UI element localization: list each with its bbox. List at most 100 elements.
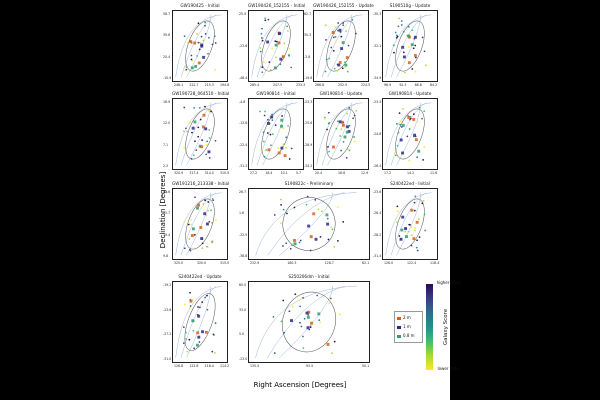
galaxy-point bbox=[330, 46, 333, 49]
galaxy-point bbox=[291, 244, 293, 247]
galaxy-point bbox=[413, 209, 416, 212]
observation-tile bbox=[309, 235, 313, 239]
galaxy-point bbox=[202, 203, 205, 205]
panel-plot bbox=[385, 192, 432, 256]
galaxy-point bbox=[309, 324, 312, 327]
observation-tile bbox=[206, 222, 209, 226]
galaxy-point bbox=[192, 329, 195, 332]
galaxy-point bbox=[291, 305, 294, 308]
observation-tile bbox=[280, 146, 284, 150]
y-tick-label: -24.8 bbox=[373, 132, 382, 136]
observation-tile bbox=[407, 115, 411, 119]
galaxy-point bbox=[275, 56, 277, 59]
observation-tile bbox=[345, 56, 349, 60]
y-tick-label: 62.7 bbox=[304, 12, 312, 16]
panel-title: GW190728_064510 - Initial bbox=[172, 91, 230, 96]
galaxy-point bbox=[416, 239, 418, 242]
observation-tile bbox=[410, 43, 414, 47]
probability-contour bbox=[251, 102, 298, 166]
x-tick-label: 62.1 bbox=[362, 261, 370, 265]
galaxy-point bbox=[199, 118, 202, 121]
y-tick-label: -30.3 bbox=[373, 12, 382, 16]
observation-tile bbox=[191, 319, 195, 323]
galaxy-point bbox=[327, 145, 329, 148]
y-tick-label: -25.6 bbox=[304, 121, 313, 126]
galaxy-point bbox=[264, 17, 267, 20]
y-tick-label: 12.0 bbox=[163, 121, 171, 126]
observation-tile bbox=[400, 228, 404, 232]
galaxy-point bbox=[330, 226, 332, 229]
galaxy-point bbox=[197, 41, 200, 44]
galaxy-point bbox=[197, 22, 200, 25]
y-tick-label: -31.0 bbox=[163, 357, 172, 361]
galaxy-point bbox=[339, 31, 342, 34]
galaxy-point bbox=[339, 135, 341, 137]
skymap-panel bbox=[172, 281, 228, 363]
galaxy-point bbox=[303, 317, 306, 320]
galaxy-point bbox=[332, 49, 335, 52]
legend-swatch bbox=[397, 334, 401, 338]
galaxy-point bbox=[208, 220, 211, 223]
galaxy-point bbox=[421, 36, 424, 39]
panel-title: GW190814 - Initial bbox=[256, 91, 296, 96]
x-tick-label: 118.4 bbox=[204, 364, 214, 368]
galaxy-point bbox=[414, 195, 417, 198]
galaxy-point bbox=[395, 36, 398, 39]
galaxy-point bbox=[411, 68, 414, 70]
panel-title: S190822c - Preliminary bbox=[284, 181, 334, 186]
observation-tile bbox=[338, 61, 342, 65]
galaxy-point bbox=[183, 220, 186, 223]
probability-contour bbox=[180, 102, 217, 166]
y-tick-label: -19.2 bbox=[163, 283, 172, 287]
galaxy-point bbox=[327, 111, 330, 114]
probability-contour bbox=[256, 14, 293, 78]
probability-contour bbox=[327, 102, 353, 166]
observation-tile bbox=[401, 151, 405, 155]
galaxy-point bbox=[302, 297, 304, 299]
galaxy-point bbox=[280, 222, 282, 225]
galaxy-point bbox=[259, 50, 262, 53]
galaxy-point bbox=[328, 302, 331, 304]
x-tick-label: 252.5 bbox=[338, 83, 348, 87]
galaxy-point bbox=[423, 146, 426, 148]
galaxy-point bbox=[393, 51, 395, 54]
x-tick-label: 325.0 bbox=[174, 261, 184, 265]
galaxy-point bbox=[195, 149, 198, 152]
galaxy-point bbox=[290, 147, 293, 150]
y-tick-label: -23.6 bbox=[239, 44, 248, 48]
galaxy-point bbox=[409, 117, 412, 120]
galaxy-point bbox=[190, 158, 193, 160]
galaxy-point bbox=[411, 234, 413, 236]
galaxy-point bbox=[288, 310, 291, 313]
galaxy-point bbox=[344, 66, 347, 69]
localization-ellipse bbox=[261, 20, 291, 72]
y-tick-label: -23.0 bbox=[239, 357, 248, 361]
y-tick-label: 58.7 bbox=[163, 12, 171, 16]
panel-plot bbox=[385, 102, 432, 166]
observation-tile bbox=[201, 125, 205, 129]
observation-tile bbox=[404, 227, 407, 231]
y-tick-label: -22.5 bbox=[239, 232, 248, 237]
galaxy-point bbox=[282, 144, 285, 147]
observation-tile bbox=[403, 55, 406, 59]
x-tick-label: 122.4 bbox=[407, 261, 417, 265]
galaxy-point bbox=[183, 146, 186, 149]
legend-label: 0.8 m bbox=[403, 333, 415, 338]
observation-tile bbox=[401, 123, 405, 127]
galaxy-point bbox=[340, 35, 343, 38]
observation-tile bbox=[207, 150, 211, 154]
galaxy-point bbox=[413, 113, 415, 116]
galaxy-point bbox=[183, 303, 186, 306]
galaxy-point bbox=[197, 306, 199, 308]
galaxy-point bbox=[198, 106, 201, 109]
galaxy-point bbox=[265, 149, 267, 151]
galaxy-point bbox=[341, 67, 344, 70]
galaxy-point bbox=[262, 61, 265, 64]
observation-tile bbox=[417, 149, 421, 153]
x-tick-label: 310.5 bbox=[220, 171, 230, 175]
galaxy-point bbox=[198, 41, 201, 44]
observation-tile bbox=[279, 57, 283, 61]
y-tick-label: -34.9 bbox=[373, 76, 382, 80]
observation-tile bbox=[305, 311, 309, 315]
galaxy-point bbox=[185, 68, 188, 71]
